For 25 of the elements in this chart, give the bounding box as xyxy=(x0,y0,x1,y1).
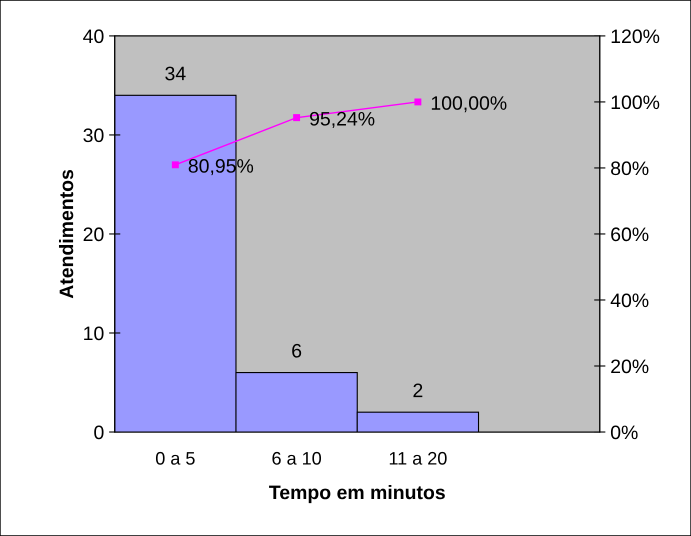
y2-tick-label: 0% xyxy=(610,425,638,440)
y-tick-label: 0 xyxy=(94,425,104,440)
data-label: 34 xyxy=(165,66,186,80)
x-axis-title: Tempo em minutos xyxy=(269,484,445,504)
data-label: 100,00% xyxy=(432,96,506,112)
data-label: 2 xyxy=(413,383,422,398)
x-tick-label: 6 a 10 xyxy=(272,452,322,465)
y-tick-label: 30 xyxy=(83,128,104,142)
y-tick-label: 20 xyxy=(84,227,104,242)
y2-tick-label: 100% xyxy=(612,95,660,110)
y2-tick-label: 20% xyxy=(611,359,648,374)
point xyxy=(172,161,179,168)
point xyxy=(293,114,300,122)
y-tick-label: 10 xyxy=(84,326,104,340)
y2-tick-label: 60% xyxy=(611,227,648,242)
point xyxy=(414,98,422,106)
x-tick-label: 0 a 5 xyxy=(156,452,195,465)
y2-tick-label: 40% xyxy=(610,293,648,308)
data-label: 95,24% xyxy=(310,112,374,128)
y-axis-title: Atendimentos xyxy=(58,170,74,298)
y-tick-label: 40 xyxy=(83,29,104,44)
data-label: 6 xyxy=(292,344,302,358)
y2-tick-label: 120% xyxy=(612,29,660,44)
x-tick-label: 11 a 20 xyxy=(390,452,447,465)
y2-tick-label: 80% xyxy=(611,161,648,176)
